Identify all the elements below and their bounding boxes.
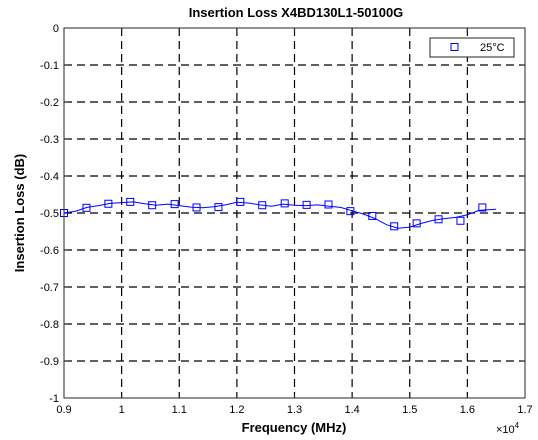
- data-point-marker: [456, 216, 465, 225]
- series-line-25c: [63, 201, 497, 229]
- y-tick-label: -0.3: [40, 134, 59, 146]
- x-axis-label: Frequency (MHz): [242, 420, 347, 435]
- data-point-marker: [258, 201, 267, 210]
- y-tick-label: -0.1: [40, 60, 59, 72]
- y-tick-label: -0.4: [40, 171, 59, 183]
- y-tick-label: -0.2: [40, 97, 59, 109]
- plot-frame: [63, 27, 526, 399]
- y-tick-label: -0.8: [40, 319, 59, 331]
- y-tick-label: -0.5: [40, 208, 59, 220]
- y-tick-label: 0: [53, 23, 59, 35]
- data-point-marker: [478, 203, 487, 212]
- series-layer: [60, 197, 497, 231]
- legend-label: 25°C: [480, 42, 505, 54]
- grid: [64, 28, 525, 398]
- y-axis-label: Insertion Loss (dB): [12, 154, 27, 272]
- data-point-marker: [280, 199, 289, 208]
- y-tick-label: -0.7: [40, 282, 59, 294]
- y-tick-label: -0.6: [40, 245, 59, 257]
- x-multiplier-base: ×10: [496, 424, 515, 436]
- x-tick-label: 1.4: [344, 404, 359, 416]
- x-tick-label: 1.6: [460, 404, 475, 416]
- data-point-marker: [148, 201, 157, 210]
- x-tick-label: 1.5: [402, 404, 417, 416]
- x-tick-label: 0.9: [56, 404, 71, 416]
- legend-marker-square: [450, 43, 459, 51]
- data-point-marker: [412, 219, 421, 228]
- data-point-marker: [368, 211, 377, 220]
- x-axis-multiplier: ×104: [496, 421, 520, 436]
- data-point-marker: [192, 203, 201, 212]
- data-point-marker: [434, 215, 443, 224]
- data-point-marker: [126, 197, 135, 206]
- data-point-marker: [324, 200, 333, 209]
- legend: 25°C: [429, 37, 515, 58]
- x-multiplier-exponent: 4: [515, 421, 520, 430]
- data-point-marker: [236, 197, 245, 206]
- data-point-marker: [170, 200, 179, 209]
- data-point-marker: [390, 222, 399, 231]
- data-point-marker: [214, 203, 223, 212]
- data-point-marker: [82, 203, 91, 212]
- x-tick-label: 1.1: [172, 404, 187, 416]
- y-tick-label: -0.9: [40, 356, 59, 368]
- x-tick-label: 1.7: [517, 404, 532, 416]
- x-tick-label: 1.2: [229, 404, 244, 416]
- legend-box: [429, 37, 515, 58]
- tick-labels: 0.9 1 1.1 1.2 1.3 1.4 1.5 1.6 1.7 0 -0.1 -0.2 -0.3 -0…: [40, 23, 533, 416]
- data-point-marker: [346, 207, 355, 216]
- data-point-marker: [104, 199, 113, 208]
- y-tick-label: -1: [49, 393, 59, 405]
- x-tick-label: 1.3: [287, 404, 302, 416]
- data-point-marker: [302, 200, 311, 209]
- x-tick-label: 1: [119, 404, 125, 416]
- chart-title: Insertion Loss X4BD130L1-50100G: [189, 5, 404, 20]
